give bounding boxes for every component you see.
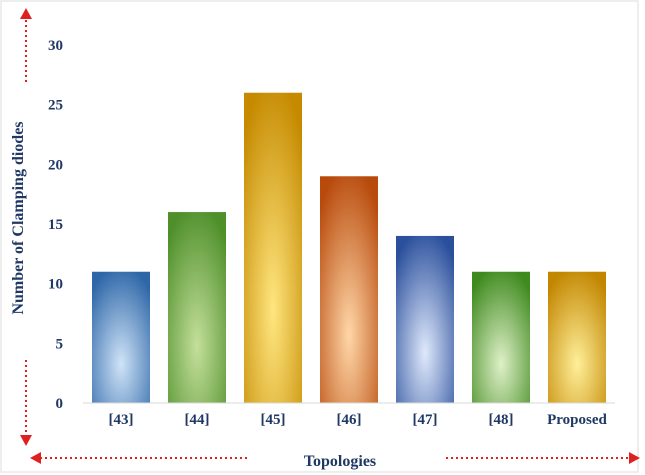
- x-tick-label: Proposed: [547, 412, 607, 428]
- arrow-up-icon: [20, 8, 32, 19]
- y-tick-label: 25: [48, 98, 63, 114]
- y-tick-label: 20: [48, 157, 63, 173]
- x-tick-labels: [43] [44] [45] [46] [47] [48] Proposed: [109, 412, 608, 428]
- y-axis-title: Number of Clamping diodes: [10, 121, 27, 314]
- x-tick-label: [48]: [489, 412, 514, 428]
- x-tick-label: [45]: [261, 412, 286, 428]
- x-tick-label: [47]: [413, 412, 438, 428]
- bar-48: [472, 271, 530, 403]
- arrow-down-icon: [20, 435, 32, 446]
- y-tick-label: 10: [48, 277, 63, 293]
- y-tick-label: 15: [48, 217, 63, 233]
- y-tick-labels: 0 5 10 15 20 25 30: [48, 38, 63, 412]
- bar-47: [396, 235, 454, 403]
- bar-44: [168, 212, 226, 403]
- bar-46: [320, 176, 378, 403]
- x-axis-title: Topologies: [304, 453, 376, 470]
- x-tick-label: [43]: [109, 412, 134, 428]
- bar-43: [92, 271, 150, 403]
- x-tick-label: [46]: [337, 412, 362, 428]
- y-tick-label: 5: [56, 336, 64, 352]
- bar-proposed: [548, 271, 606, 403]
- y-tick-label: 0: [56, 396, 64, 412]
- y-tick-label: 30: [48, 38, 63, 54]
- bar-45: [244, 92, 302, 403]
- bars-group: [92, 92, 606, 403]
- arrow-heads: [20, 8, 640, 464]
- arrow-right-icon: [629, 452, 640, 464]
- arrow-left-icon: [30, 452, 41, 464]
- x-tick-label: [44]: [185, 412, 210, 428]
